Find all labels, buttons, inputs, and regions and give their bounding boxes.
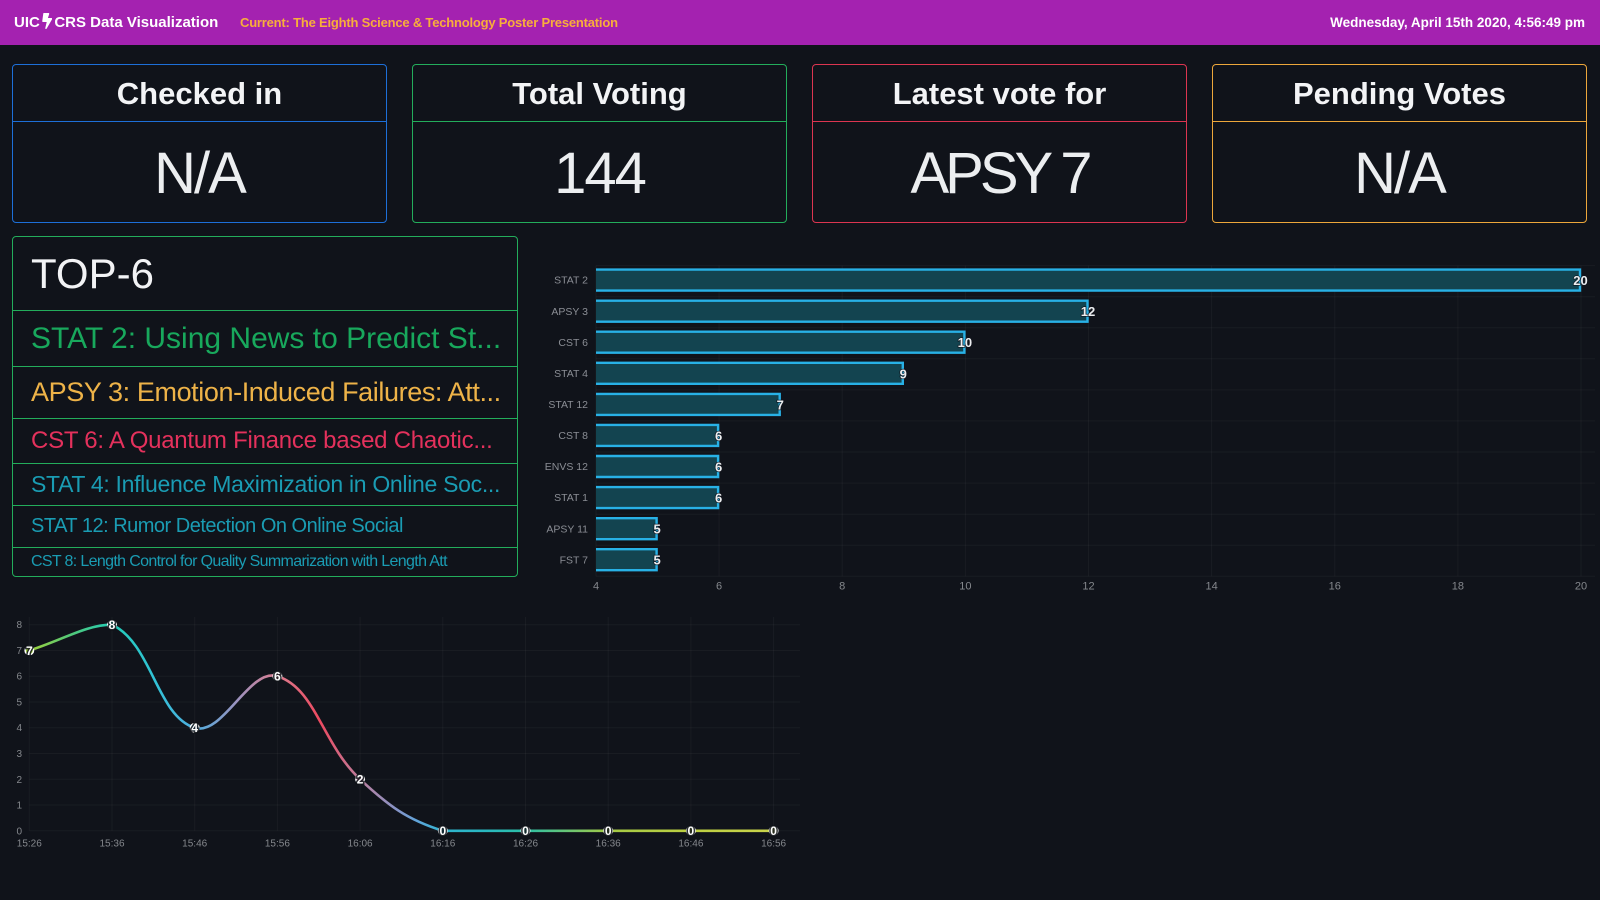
svg-text:15:26: 15:26 bbox=[17, 839, 42, 850]
svg-text:STAT 12: STAT 12 bbox=[548, 399, 588, 411]
svg-text:CST 6: CST 6 bbox=[558, 337, 588, 349]
svg-text:4: 4 bbox=[191, 721, 198, 735]
svg-text:4: 4 bbox=[16, 723, 22, 734]
svg-text:0: 0 bbox=[522, 824, 529, 838]
svg-text:4: 4 bbox=[593, 581, 599, 593]
svg-text:16:16: 16:16 bbox=[430, 839, 455, 850]
svg-text:0: 0 bbox=[770, 824, 777, 838]
svg-text:16:06: 16:06 bbox=[348, 839, 373, 850]
svg-text:16:36: 16:36 bbox=[596, 839, 621, 850]
svg-text:0: 0 bbox=[439, 824, 446, 838]
svg-text:18: 18 bbox=[1452, 581, 1464, 593]
svg-text:14: 14 bbox=[1205, 581, 1217, 593]
svg-text:2: 2 bbox=[357, 773, 364, 787]
svg-text:1: 1 bbox=[16, 801, 22, 812]
svg-text:9: 9 bbox=[900, 366, 907, 381]
svg-text:16:26: 16:26 bbox=[513, 839, 538, 850]
svg-text:FST 7: FST 7 bbox=[560, 554, 589, 566]
svg-text:8: 8 bbox=[16, 620, 22, 631]
svg-text:STAT 2: STAT 2 bbox=[554, 275, 588, 287]
svg-text:10: 10 bbox=[958, 335, 972, 350]
svg-text:16:56: 16:56 bbox=[761, 839, 786, 850]
svg-text:6: 6 bbox=[716, 581, 722, 593]
svg-text:6: 6 bbox=[715, 428, 722, 443]
svg-text:5: 5 bbox=[653, 553, 660, 568]
svg-text:16: 16 bbox=[1329, 581, 1341, 593]
svg-text:8: 8 bbox=[109, 618, 116, 632]
svg-text:16:46: 16:46 bbox=[678, 839, 703, 850]
svg-text:5: 5 bbox=[653, 522, 660, 537]
svg-text:STAT 4: STAT 4 bbox=[554, 368, 588, 380]
svg-text:0: 0 bbox=[16, 826, 22, 837]
svg-text:15:56: 15:56 bbox=[265, 839, 290, 850]
svg-text:2: 2 bbox=[16, 775, 22, 786]
svg-text:12: 12 bbox=[1081, 304, 1095, 319]
svg-text:20: 20 bbox=[1573, 273, 1587, 288]
svg-text:CST 8: CST 8 bbox=[558, 430, 588, 442]
svg-text:5: 5 bbox=[16, 698, 22, 709]
svg-text:12: 12 bbox=[1082, 581, 1094, 593]
svg-text:7: 7 bbox=[777, 397, 784, 412]
svg-text:6: 6 bbox=[16, 672, 22, 683]
svg-text:0: 0 bbox=[688, 824, 695, 838]
svg-text:ENVS 12: ENVS 12 bbox=[545, 461, 588, 473]
svg-text:8: 8 bbox=[839, 581, 845, 593]
svg-text:7: 7 bbox=[26, 644, 33, 658]
svg-text:APSY 3: APSY 3 bbox=[551, 306, 588, 318]
svg-text:3: 3 bbox=[16, 749, 22, 760]
svg-text:APSY 11: APSY 11 bbox=[546, 523, 588, 535]
svg-text:15:46: 15:46 bbox=[182, 839, 207, 850]
svg-text:6: 6 bbox=[274, 670, 281, 684]
svg-text:6: 6 bbox=[715, 460, 722, 475]
svg-text:0: 0 bbox=[605, 824, 612, 838]
svg-text:6: 6 bbox=[715, 491, 722, 506]
svg-text:15:36: 15:36 bbox=[99, 839, 124, 850]
svg-text:10: 10 bbox=[959, 581, 971, 593]
svg-text:20: 20 bbox=[1575, 581, 1587, 593]
svg-text:STAT 1: STAT 1 bbox=[554, 492, 588, 504]
svg-text:7: 7 bbox=[16, 646, 22, 657]
